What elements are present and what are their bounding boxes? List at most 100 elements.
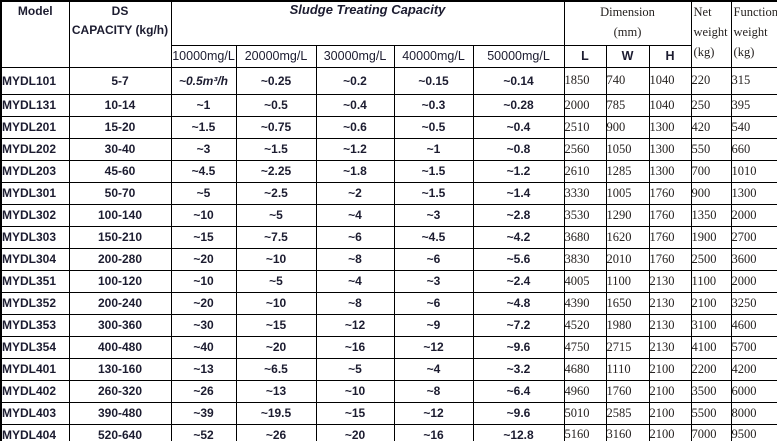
concentration-header-30000: 30000mg/L [315, 44, 395, 68]
treating-capacity-cell: ~2 [315, 181, 395, 205]
ds-capacity-cell: 300-360 [68, 313, 172, 337]
dimension-cell: 3830 [563, 247, 607, 271]
dimension-cell: 5160 [563, 423, 607, 441]
dimension-cell: 1760 [605, 379, 650, 403]
treating-capacity-cell: ~0.25 [235, 66, 317, 95]
treating-capacity-cell: ~2.8 [472, 203, 565, 227]
treating-capacity-cell: ~12 [393, 401, 474, 425]
dimension-cell: 1300 [648, 137, 692, 161]
ds-capacity-cell: 10-14 [68, 93, 172, 117]
dimension-cell: 4960 [563, 379, 607, 403]
ds-capacity-cell: 150-210 [68, 225, 172, 249]
table-row: MYDL404 520-640 ~52 ~26 ~20 ~16 ~12.8 5160 3160 2… [0, 423, 777, 441]
dimension-cell: 4005 [563, 269, 607, 293]
ds-capacity-cell: 45-60 [68, 159, 172, 183]
treating-capacity-cell: ~15 [235, 313, 317, 337]
dimension-cell: 2100 [648, 401, 692, 425]
treating-capacity-cell: ~39 [170, 401, 237, 425]
treating-capacity-cell: ~40 [170, 335, 237, 359]
concentration-header-40000: 40000mg/L [393, 44, 474, 68]
dimension-line1: Dimension [600, 5, 655, 19]
treating-capacity-cell: ~5 [235, 203, 317, 227]
treating-capacity-cell: ~8 [315, 291, 395, 315]
table-row: MYDL352 200-240 ~20 ~10 ~8 ~6 ~4.8 4390 1650 2130… [0, 291, 777, 315]
dimension-cell: 5010 [563, 401, 607, 425]
treating-capacity-cell: ~6 [393, 247, 474, 271]
weight-cell: 700 [690, 159, 732, 183]
table-row: MYDL302 100-140 ~10 ~5 ~4 ~3 ~2.8 3530 1290 1760 1… [0, 203, 777, 227]
treating-capacity-cell: ~2.5 [235, 181, 317, 205]
treating-capacity-cell: ~8 [393, 379, 474, 403]
treating-capacity-cell: ~3 [393, 203, 474, 227]
weight-cell: 6000 [730, 379, 777, 403]
treating-capacity-cell: ~19.5 [235, 401, 317, 425]
treating-capacity-cell: ~0.5 [393, 115, 474, 139]
weight-cell: 2100 [690, 291, 732, 315]
weight-cell: 540 [730, 115, 777, 139]
model-cell: MYDL352 [0, 291, 70, 315]
weight-cell: 7000 [690, 423, 732, 441]
weight-cell: 1100 [690, 269, 732, 293]
dimension-cell: 4750 [563, 335, 607, 359]
treating-capacity-cell: ~20 [235, 335, 317, 359]
treating-capacity-cell: ~12 [315, 313, 395, 337]
length-column-header: L [563, 44, 607, 68]
treating-capacity-cell: ~16 [315, 335, 395, 359]
dimension-cell: 1100 [605, 269, 650, 293]
table-row: MYDL203 45-60 ~4.5 ~2.25 ~1.8 ~1.5 ~1.2 2610 128… [0, 159, 777, 183]
treating-capacity-cell: ~12 [393, 335, 474, 359]
treating-capacity-cell: ~4.5 [170, 159, 237, 183]
ds-capacity-cell: 130-160 [68, 357, 172, 381]
net-weight-column-header: Net weight (kg) [690, 0, 732, 68]
weight-cell: 4100 [690, 335, 732, 359]
treating-capacity-cell: ~1.2 [472, 159, 565, 183]
treating-capacity-cell: ~1.5 [235, 137, 317, 161]
treating-capacity-cell: ~0.75 [235, 115, 317, 139]
treating-capacity-cell: ~8 [315, 247, 395, 271]
ds-capacity-cell: 5-7 [68, 66, 172, 95]
treating-capacity-cell: ~9.6 [472, 401, 565, 425]
treating-capacity-cell: ~0.8 [472, 137, 565, 161]
net-weight-line3: (kg) [693, 45, 715, 59]
treating-capacity-cell: ~3 [393, 269, 474, 293]
treating-capacity-cell: ~5 [235, 269, 317, 293]
treating-capacity-cell: ~1.5 [170, 115, 237, 139]
dimension-cell: 1040 [648, 66, 692, 95]
model-cell: MYDL404 [0, 423, 70, 441]
height-column-header: H [648, 44, 692, 68]
treating-capacity-cell: ~4 [315, 203, 395, 227]
treating-capacity-cell: ~5 [170, 181, 237, 205]
model-cell: MYDL354 [0, 335, 70, 359]
ds-capacity-cell: 200-280 [68, 247, 172, 271]
ds-capacity-cell: 520-640 [68, 423, 172, 441]
table-row: MYDL351 100-120 ~10 ~5 ~4 ~3 ~2.4 4005 1100 2130 1… [0, 269, 777, 293]
model-cell: MYDL302 [0, 203, 70, 227]
dimension-cell: 1285 [605, 159, 650, 183]
width-column-header: W [605, 44, 650, 68]
weight-cell: 5700 [730, 335, 777, 359]
treating-capacity-cell: ~10 [235, 291, 317, 315]
dimension-cell: 2585 [605, 401, 650, 425]
treating-capacity-cell: ~0.15 [393, 66, 474, 95]
weight-cell: 9500 [730, 423, 777, 441]
weight-cell: 1900 [690, 225, 732, 249]
model-cell: MYDL304 [0, 247, 70, 271]
dimension-cell: 740 [605, 66, 650, 95]
weight-cell: 2000 [730, 203, 777, 227]
treating-capacity-cell: ~13 [170, 357, 237, 381]
treating-capacity-cell: ~0.4 [315, 93, 395, 117]
weight-cell: 3100 [690, 313, 732, 337]
dimension-cell: 900 [605, 115, 650, 139]
treating-capacity-cell: ~0.6 [315, 115, 395, 139]
table-row: MYDL202 30-40 ~3 ~1.5 ~1.2 ~1 ~0.8 2560 1050 1300… [0, 137, 777, 161]
table-row: MYDL401 130-160 ~13 ~6.5 ~5 ~4 ~3.2 4680 1110 210… [0, 357, 777, 381]
function-weight-line3: (kg) [733, 45, 755, 59]
model-cell: MYDL301 [0, 181, 70, 205]
table-body: MYDL101 5-7 ~0.5m³/h ~0.25 ~0.2 ~0.15 ~0.14 185… [0, 66, 777, 441]
dimension-cell: 4680 [563, 357, 607, 381]
dimension-cell: 1760 [648, 225, 692, 249]
dimension-cell: 1005 [605, 181, 650, 205]
dimension-cell: 2100 [648, 423, 692, 441]
